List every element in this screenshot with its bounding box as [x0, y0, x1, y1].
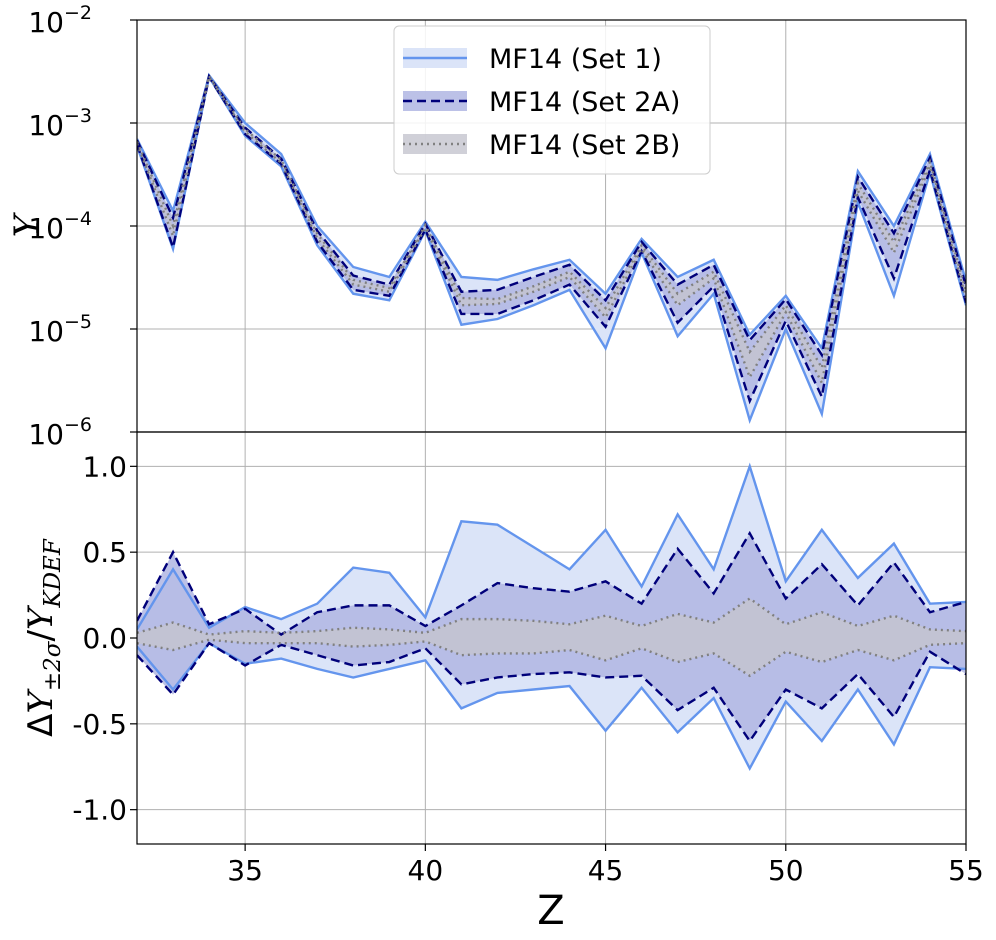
x-tick-labels: 35 40 45 50 55	[227, 844, 984, 887]
bottom-lines	[137, 462, 966, 772]
bottom-line-set2b-upper	[137, 597, 966, 636]
x-tick-label: 40	[408, 854, 444, 887]
x-tick-label: 35	[227, 854, 263, 887]
ylabel-y2: Y	[21, 604, 61, 630]
top-line-set1-lower	[137, 73, 966, 424]
bottom-line-set2a-lower	[137, 641, 966, 744]
x-axis-label: Z	[537, 888, 564, 934]
bottom-panel: -1.0-0.50.00.51.0 35 40 45 50 55 ΔY±2σ/YKDEF…	[21, 431, 984, 934]
legend-label-set2b: MF14 (Set 2B)	[489, 130, 680, 161]
top-bands	[137, 75, 966, 421]
bottom-band-set2b	[137, 598, 966, 676]
bottom-bands	[137, 466, 966, 769]
bottom-y-ticks: -1.0 -0.5 0.0 0.5 1.0	[72, 450, 137, 827]
top-y-tick-label: 10−6	[28, 414, 92, 451]
top-y-tick-label: 10−4	[28, 208, 92, 245]
top-line-set2b-lower	[137, 73, 966, 387]
bottom-y-tick-label: 1.0	[82, 450, 127, 483]
top-y-tick-label: 10−5	[28, 311, 92, 348]
bottom-line-set1-lower	[137, 641, 966, 772]
ylabel-delta: Δ	[21, 714, 61, 737]
top-line-set2a-lower	[137, 73, 966, 405]
top-y-tick-label: 10−3	[28, 105, 92, 142]
top-y-axis-label: Y	[7, 211, 47, 237]
ylabel-sub1: ±2σ	[40, 640, 66, 691]
bottom-y-tick-label: 0.0	[82, 622, 127, 655]
bottom-y-tick-label: -1.0	[72, 794, 127, 827]
ylabel-y1: Y	[21, 688, 61, 714]
ylabel-sub2: KDEF	[40, 538, 66, 608]
legend: MF14 (Set 1) MF14 (Set 2A) MF14 (Set 2B)	[393, 25, 711, 175]
bottom-line-set1-upper	[137, 462, 966, 631]
x-tick-label: 50	[768, 854, 804, 887]
legend-label-set1: MF14 (Set 1)	[489, 44, 662, 75]
legend-label-set2a: MF14 (Set 2A)	[489, 87, 680, 118]
top-lines	[137, 72, 966, 424]
top-y-tick-label: 10−2	[28, 2, 92, 39]
bottom-line-set2a-upper	[137, 530, 966, 637]
top-y-ticks: 10−6 10−5 10−4 10−3 10−2	[28, 2, 137, 451]
x-tick-label: 45	[588, 854, 624, 887]
x-tick-label: 55	[948, 854, 984, 887]
bottom-y-axis-label: ΔY±2σ/YKDEF	[21, 538, 66, 737]
top-line-set1-upper	[137, 72, 966, 352]
legend-frame	[393, 25, 711, 175]
bottom-y-tick-label: 0.5	[82, 536, 127, 569]
ylabel-slash: /	[21, 629, 61, 641]
top-line-set2b-upper	[137, 73, 966, 372]
top-line-set2a-upper	[137, 73, 966, 359]
bottom-y-tick-label: -0.5	[72, 708, 127, 741]
